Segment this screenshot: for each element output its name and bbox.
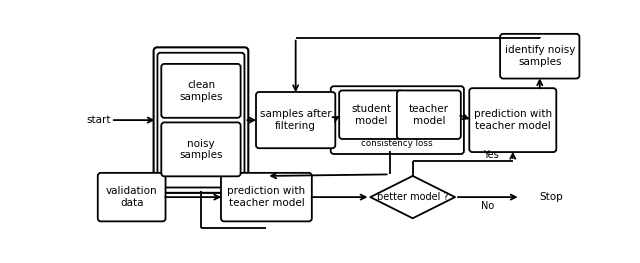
FancyBboxPatch shape (221, 173, 312, 221)
Text: student
model: student model (351, 104, 391, 125)
FancyBboxPatch shape (469, 88, 556, 152)
Text: samples after
filtering: samples after filtering (260, 109, 332, 131)
Text: start: start (86, 115, 111, 125)
Text: better model ?: better model ? (377, 192, 449, 202)
Text: prediction with
teacher model: prediction with teacher model (227, 186, 305, 208)
Text: Stop: Stop (540, 192, 563, 202)
FancyBboxPatch shape (331, 86, 464, 154)
FancyBboxPatch shape (161, 64, 241, 118)
Text: consistency loss: consistency loss (362, 139, 433, 148)
FancyBboxPatch shape (154, 47, 248, 193)
Text: validation
data: validation data (106, 186, 157, 208)
FancyBboxPatch shape (98, 173, 166, 221)
FancyBboxPatch shape (500, 34, 579, 79)
Text: Yes: Yes (483, 150, 499, 160)
FancyBboxPatch shape (256, 92, 335, 148)
Text: identify noisy
samples: identify noisy samples (504, 45, 575, 67)
FancyBboxPatch shape (157, 53, 244, 188)
FancyBboxPatch shape (161, 122, 241, 176)
FancyBboxPatch shape (397, 90, 461, 139)
Text: clean
samples: clean samples (179, 80, 223, 102)
Text: No: No (481, 201, 494, 211)
FancyBboxPatch shape (339, 90, 403, 139)
Text: prediction with
teacher model: prediction with teacher model (474, 109, 552, 131)
Text: teacher
model: teacher model (409, 104, 449, 125)
Text: noisy
samples: noisy samples (179, 139, 223, 160)
Polygon shape (371, 176, 455, 218)
